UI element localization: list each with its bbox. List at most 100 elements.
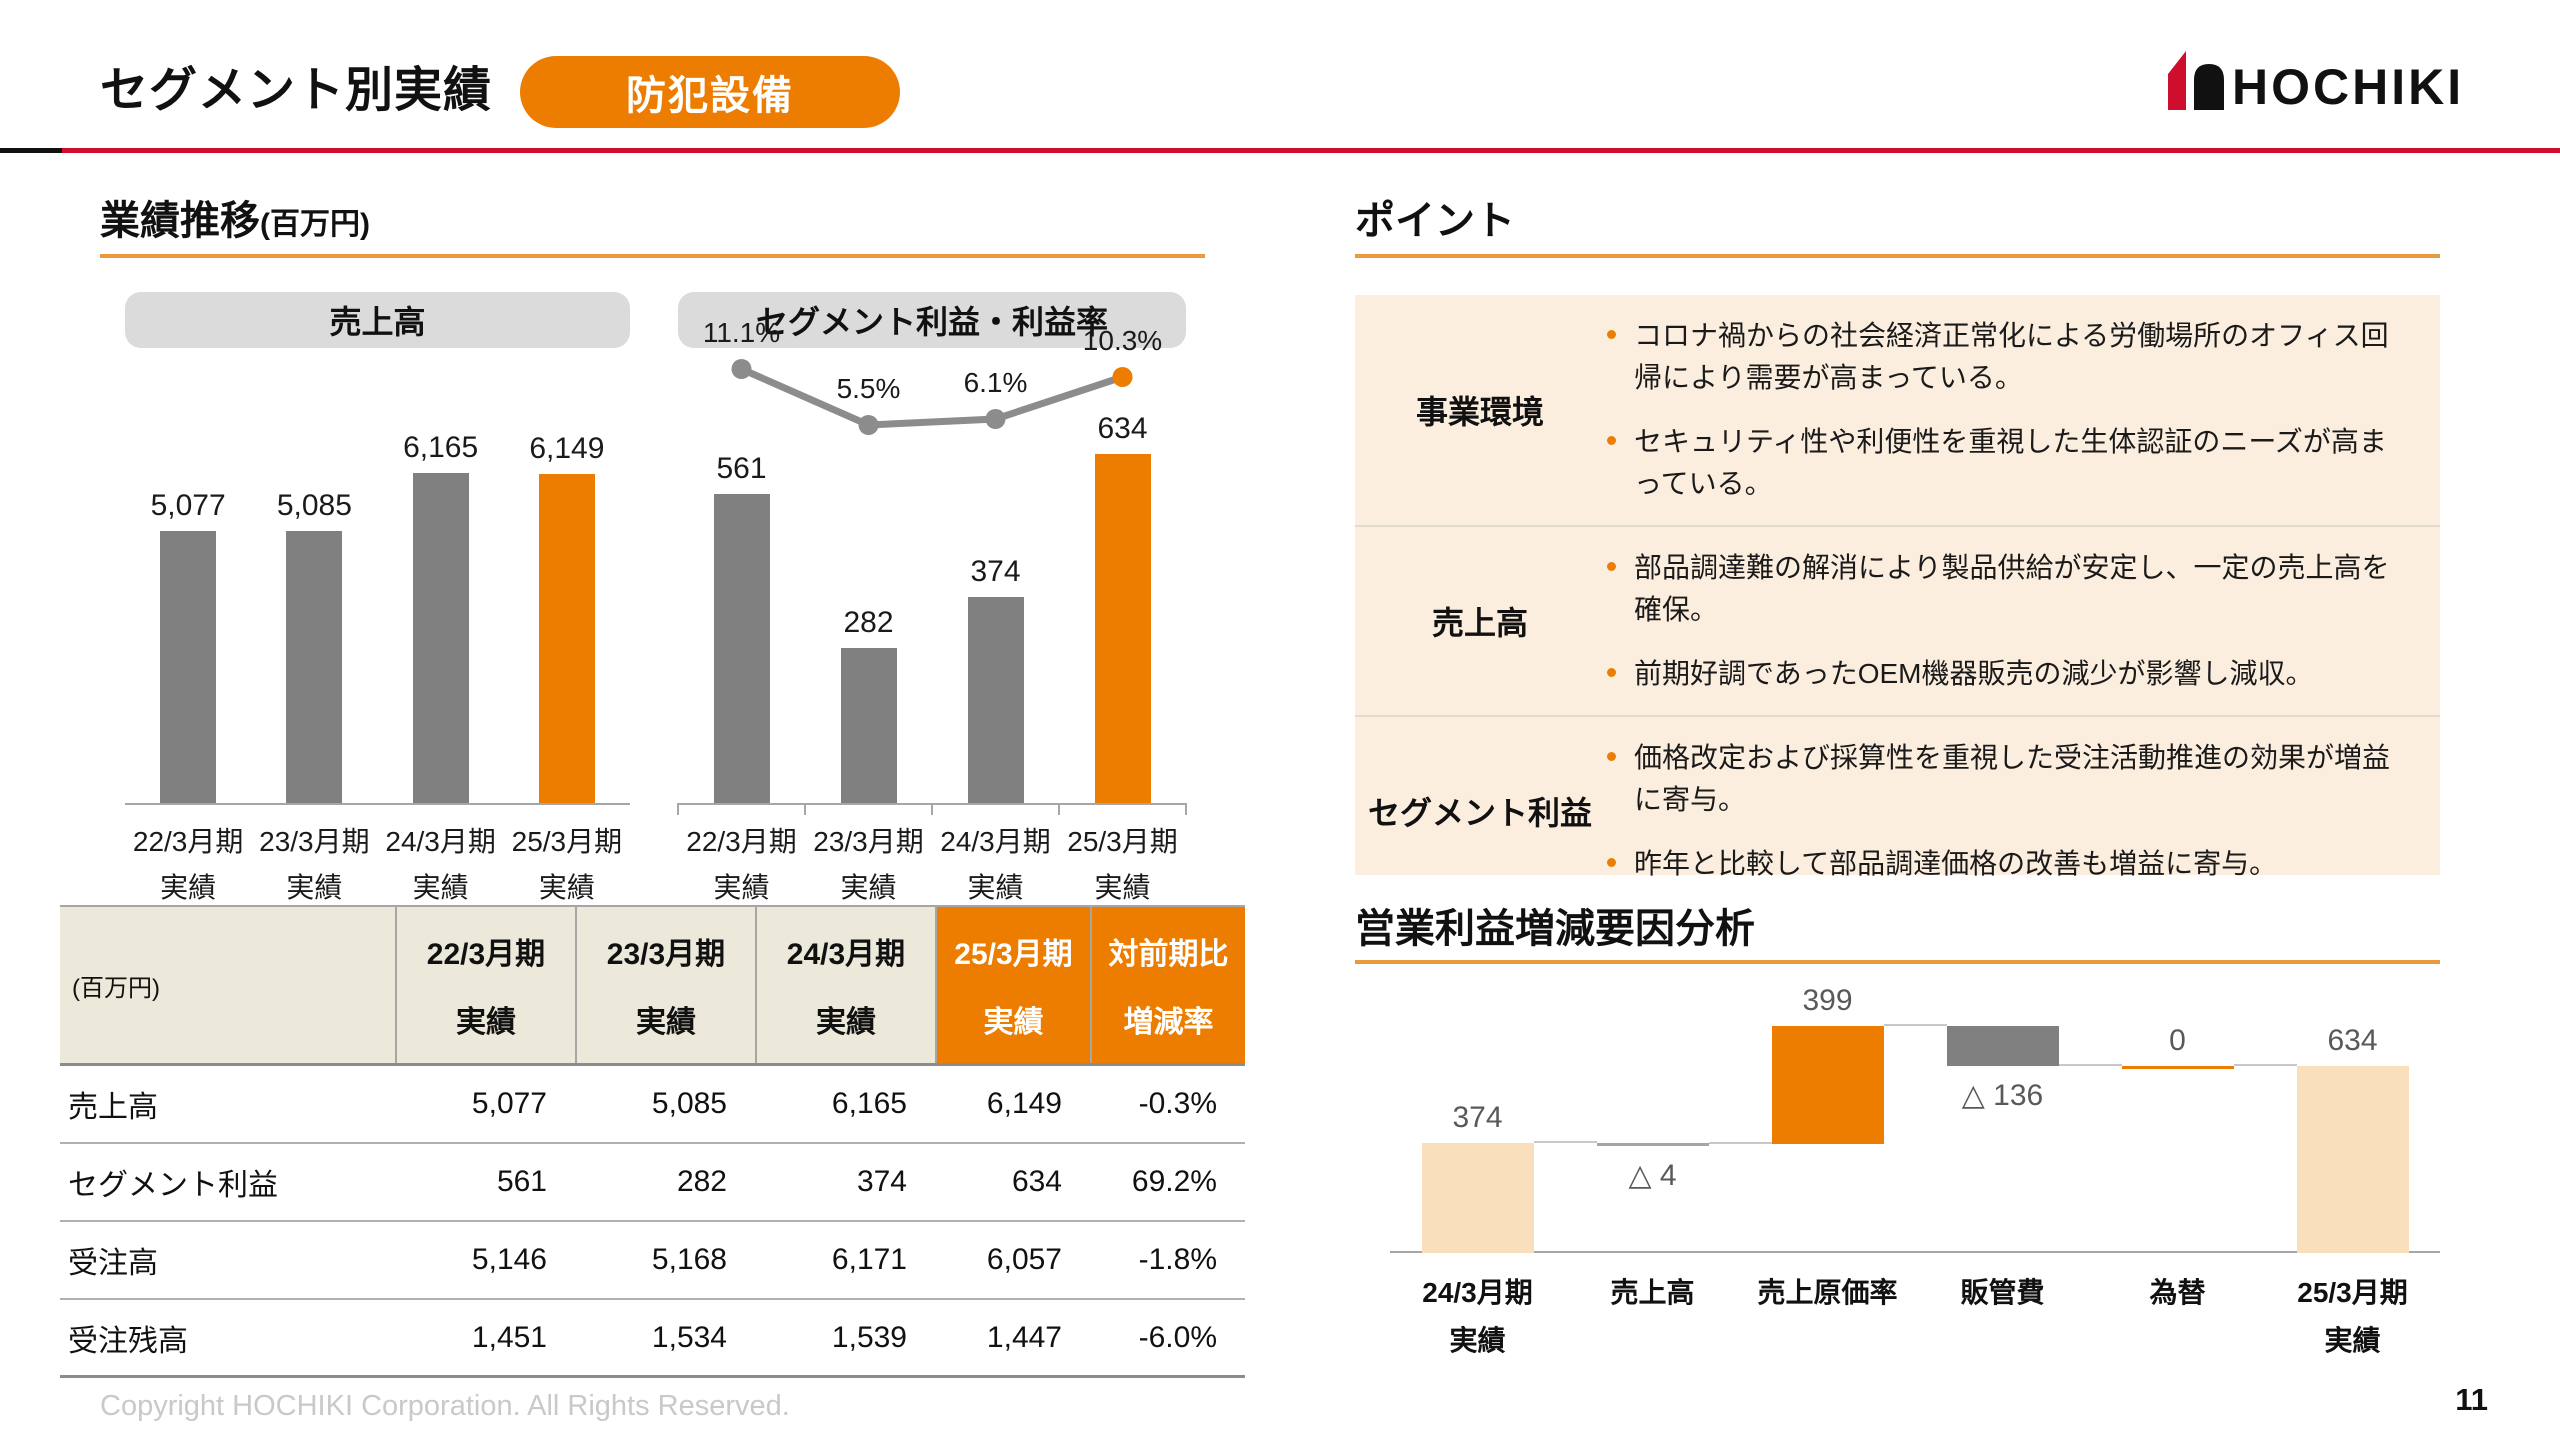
- waterfall-x-label: 為替: [2090, 1253, 2265, 1365]
- bar: [286, 531, 343, 803]
- label-line: 実績: [456, 1006, 516, 1039]
- bar-column: 6,165: [378, 350, 504, 803]
- table-col-header: 24/3月期 実績: [755, 907, 935, 1063]
- axis-tick: [1185, 803, 1187, 815]
- label-line: 25/3月期: [954, 938, 1073, 971]
- points-section-title: ポイント: [1355, 199, 1515, 243]
- waterfall-value-label: △ 4: [1628, 1158, 1677, 1192]
- label-line: 実績: [286, 872, 343, 903]
- results-table-body: 売上高 5,077 5,085 6,165 6,149 -0.3% セグメント利益 561 28…: [60, 1066, 1245, 1378]
- x-axis-label: 22/3月期 実績: [678, 805, 805, 911]
- page-number: 11: [2455, 1382, 2488, 1417]
- waterfall-value-label: 0: [2169, 1024, 2186, 1058]
- axis-tick: [1058, 803, 1060, 815]
- table-row: 受注残高 1,451 1,534 1,539 1,447 -6.0%: [60, 1300, 1245, 1378]
- label-line: 25/3月期: [2297, 1277, 2408, 1308]
- label-line: 24/3月期: [786, 938, 906, 971]
- label-line: 実績: [967, 872, 1024, 903]
- bullet-text: 昨年と比較して部品調達価格の改善も増益に寄与。: [1634, 848, 2278, 879]
- bridge-section-underline: [1355, 960, 2440, 964]
- label-line: 実績: [983, 1006, 1044, 1039]
- row-value: 561: [496, 1165, 547, 1198]
- label-line: 実績: [538, 872, 595, 903]
- row-value: -6.0%: [1138, 1320, 1217, 1354]
- profit-chart-xlabels: 22/3月期 実績 23/3月期 実績 24/3月期 実績 25/3月期 実績: [678, 805, 1186, 911]
- row-value: -0.3%: [1138, 1087, 1217, 1120]
- label-line: 実績: [1449, 1325, 1506, 1356]
- bar-value-label: 282: [843, 606, 894, 639]
- bar-column: 5,077: [125, 350, 251, 803]
- axis-tick: [677, 803, 679, 815]
- bullet-item: コロナ禍からの社会経済正常化による労働場所のオフィス回帰により需要が高まっている…: [1605, 315, 2400, 399]
- line-point: [1112, 367, 1133, 387]
- row-value: 5,077: [471, 1087, 547, 1120]
- label-line: 実績: [160, 872, 217, 903]
- waterfall-value-label: 374: [1452, 1100, 1503, 1134]
- waterfall-plot: 374 △ 4 399 △ 136 0 634: [1390, 984, 2440, 1253]
- header-rule-red: [62, 148, 2560, 153]
- bullet-item: 前期好調であったOEM機器販売の減少が影響し減収。: [1605, 653, 2400, 695]
- results-table-header: (百万円) 22/3月期 実績 23/3月期 実績 24/3月期 実績 25/3月期 実績 対前期…: [60, 905, 1245, 1066]
- segment-badge-label: 防犯設備: [626, 74, 794, 118]
- bullet-item: セキュリティ性や利便性を重視した生体認証のニーズが高まっている。: [1605, 421, 2400, 505]
- waterfall-x-label: 24/3月期 実績: [1390, 1253, 1565, 1365]
- label-line: 実績: [840, 872, 897, 903]
- label-line: 24/3月期: [1422, 1277, 1533, 1308]
- bar-value-label: 5,077: [150, 489, 226, 522]
- label-line: 25/3月期: [511, 826, 623, 857]
- label-line: 23/3月期: [606, 938, 726, 971]
- profit-rate-line: [731, 359, 1133, 435]
- x-axis-label: 23/3月期 実績: [805, 805, 932, 911]
- sales-chart-header: 売上高: [125, 292, 630, 348]
- bullet-icon: [1607, 858, 1616, 867]
- bullet-text: コロナ禍からの社会経済正常化による労働場所のオフィス回帰により需要が高まっている…: [1634, 320, 2389, 393]
- axis-tick: [931, 803, 933, 815]
- waterfall-connector: [1883, 1024, 1947, 1027]
- row-label: セグメント利益: [68, 1169, 278, 1202]
- bullet-text: 部品調達難の解消により製品供給が安定し、一定の売上高を確保。: [1634, 552, 2390, 625]
- sales-chart-xlabels: 22/3月期 実績 23/3月期 実績 24/3月期 実績 25/3月期 実績: [125, 805, 630, 911]
- points-section-underline: [1355, 254, 2440, 258]
- row-value: 1,451: [471, 1320, 547, 1354]
- point-row: 売上高 部品調達難の解消により製品供給が安定し、一定の売上高を確保。 前期好調であっ…: [1355, 527, 2440, 717]
- bar-column: 634: [1059, 350, 1186, 803]
- bullet-item: 昨年と比較して部品調達価格の改善も増益に寄与。: [1605, 843, 2400, 885]
- logo-arch-icon: [2194, 64, 2224, 110]
- waterfall-xlabels: 24/3月期 実績 売上高 売上原価率 販管費 為替 25/3月期 実績: [1390, 1253, 2440, 1365]
- table-row: 売上高 5,077 5,085 6,165 6,149 -0.3%: [60, 1066, 1245, 1144]
- label-line: 実績: [1094, 872, 1151, 903]
- label-line: 実績: [412, 872, 469, 903]
- table-col-header: 22/3月期 実績: [395, 907, 575, 1063]
- table-col-header: 23/3月期 実績: [575, 907, 755, 1063]
- bridge-section-title: 営業利益増減要因分析: [1355, 907, 1755, 951]
- row-value: 634: [1011, 1165, 1062, 1198]
- waterfall-value-label: △ 136: [1961, 1079, 2044, 1113]
- label-line: 実績: [636, 1006, 696, 1039]
- waterfall-x-label: 売上原価率: [1740, 1253, 1915, 1365]
- bullet-item: 価格改定および採算性を重視した受注活動推進の効果が増益に寄与。: [1605, 737, 2400, 821]
- bullet-item: 部品調達難の解消により製品供給が安定し、一定の売上高を確保。: [1605, 547, 2400, 631]
- bar-value-label: 6,165: [403, 431, 479, 464]
- bullet-icon: [1607, 668, 1616, 677]
- bullet-text: 前期好調であったOEM機器販売の減少が影響し減収。: [1634, 658, 2314, 689]
- rate-label: 10.3%: [1082, 325, 1163, 356]
- point-row: 事業環境 コロナ禍からの社会経済正常化による労働場所のオフィス回帰により需要が高ま…: [1355, 295, 2440, 527]
- bar-column: 282: [805, 350, 932, 803]
- bar-value-label: 561: [716, 452, 767, 485]
- points-panel: 事業環境 コロナ禍からの社会経済正常化による労働場所のオフィス回帰により需要が高ま…: [1355, 295, 2440, 879]
- logo-flame-icon: [2168, 51, 2186, 110]
- bar-column: 561: [678, 350, 805, 803]
- row-value: 69.2%: [1131, 1165, 1217, 1198]
- point-row-bullets: 部品調達難の解消により製品供給が安定し、一定の売上高を確保。前期好調であったOE…: [1605, 527, 2440, 715]
- label-line: 22/3月期: [426, 938, 546, 971]
- label-line: 販管費: [1960, 1277, 2045, 1308]
- profit-chart-title: セグメント利益・利益率: [755, 304, 1108, 340]
- logo-text: HOCHIKI: [2232, 59, 2464, 114]
- table-row: セグメント利益 561 282 374 634 69.2%: [60, 1144, 1245, 1222]
- bar: [967, 597, 1024, 803]
- row-value: 6,057: [986, 1243, 1062, 1276]
- table-row: 受注高 5,146 5,168 6,171 6,057 -1.8%: [60, 1222, 1245, 1300]
- label-line: 実績: [713, 872, 770, 903]
- label-line: 24/3月期: [940, 826, 1051, 857]
